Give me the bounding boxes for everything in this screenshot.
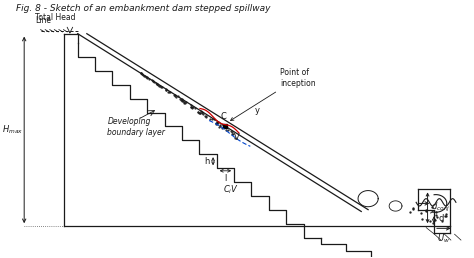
Text: Fig. 8 - Sketch of an embankment dam stepped spillway: Fig. 8 - Sketch of an embankment dam ste…	[16, 4, 271, 13]
Text: y: y	[255, 106, 260, 115]
Text: Line: Line	[35, 16, 51, 25]
Text: Total Head: Total Head	[35, 13, 76, 22]
Text: V: V	[234, 133, 240, 142]
Text: $H_{max}$: $H_{max}$	[2, 124, 23, 136]
Text: d: d	[438, 214, 444, 223]
Text: $C_i V$: $C_i V$	[223, 184, 238, 196]
Text: $U_w$: $U_w$	[437, 233, 450, 245]
Text: C: C	[220, 112, 227, 121]
Text: $d_{conj}$: $d_{conj}$	[431, 201, 451, 214]
Text: h: h	[204, 157, 210, 166]
Text: l: l	[224, 174, 227, 183]
Text: Point of
inception: Point of inception	[230, 68, 316, 120]
Text: Developing
boundary layer: Developing boundary layer	[108, 117, 165, 137]
